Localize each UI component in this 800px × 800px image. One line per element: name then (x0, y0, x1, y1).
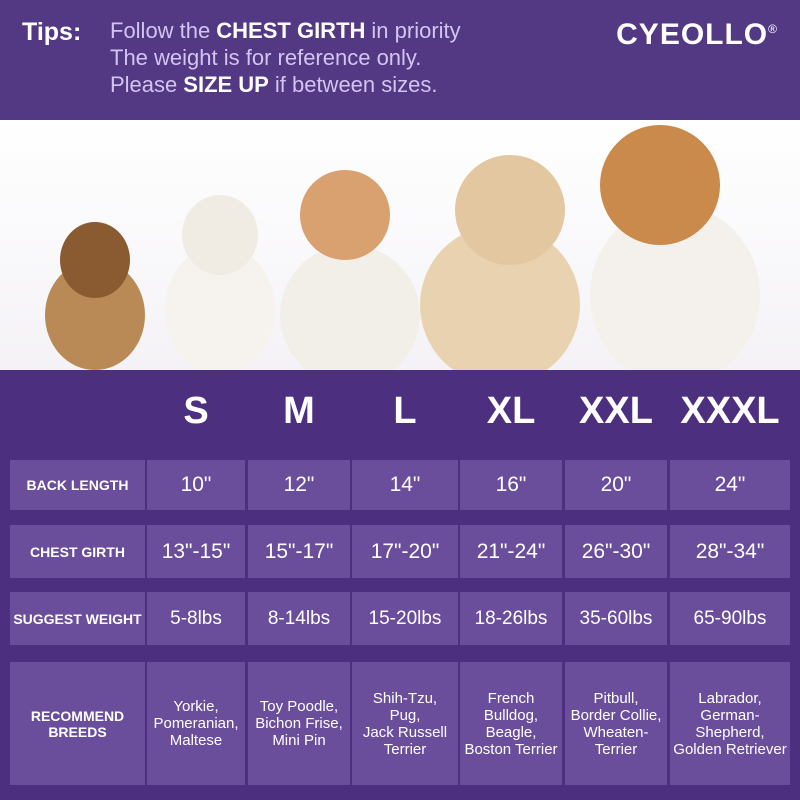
tip-text: if between sizes. (274, 72, 438, 97)
cell-line: Wheaten- (583, 723, 649, 741)
cell-line: Bichon Frise, (255, 715, 343, 732)
table-cell: 65-90lbs (670, 592, 790, 645)
cell-line: Golden Retriever (673, 740, 787, 758)
cell-line: 35-60lbs (579, 607, 653, 629)
row-label-line: SUGGEST WEIGHT (13, 610, 142, 627)
dogs-illustration (45, 125, 760, 385)
table-cell: 5-8lbs (147, 592, 245, 645)
table-cell: Shih-Tzu, Pug, Jack Russell Terrier (352, 662, 458, 785)
tip-line: The weight is for reference only. (110, 45, 427, 71)
table-cell: 15"-17" (248, 525, 350, 578)
table-cell: 18-26lbs (460, 592, 562, 645)
tip-text: The weight is for reference only. (110, 45, 422, 70)
cell-line: Jack Russell (362, 723, 448, 741)
cell-line: Pug, (389, 706, 421, 724)
cell-line: 18-26lbs (474, 607, 548, 629)
tip-text: Follow the (110, 18, 211, 43)
tip-text: Please (110, 72, 178, 97)
row-label-line: BACK LENGTH (26, 477, 129, 493)
cell-line: 24" (714, 473, 746, 496)
cell-line: Terrier (383, 740, 427, 758)
row-label-line: RECOMMEND (30, 707, 125, 724)
cell-line: Pomeranian, (153, 715, 239, 732)
tip-line: Please SIZE UP if between sizes. (110, 72, 444, 98)
cell-line: 20" (600, 473, 632, 496)
table-cell: 16" (460, 460, 562, 510)
table-cell: French Bulldog, Beagle, Boston Terrier (460, 662, 562, 785)
tips-label: Tips: (22, 18, 82, 46)
header-band (0, 0, 800, 120)
row-label-line: BREEDS (48, 723, 107, 740)
cell-line: Border Collie, (570, 706, 662, 724)
cell-line: Yorkie, (173, 698, 219, 715)
cell-line: 13"-15" (161, 539, 231, 563)
cell-line: 8-14lbs (267, 607, 331, 629)
row-label-line: CHEST GIRTH (30, 543, 125, 560)
table-cell: 12" (248, 460, 350, 510)
table-cell: 21"-24" (460, 525, 562, 578)
tip-text: in priority (371, 18, 461, 43)
size-header: XXXL (680, 390, 780, 432)
cell-line: 14" (389, 473, 421, 496)
size-header: M (283, 390, 315, 432)
cell-line: 17"-20" (370, 539, 440, 563)
cell-line: Pitbull, (593, 689, 639, 707)
tip-text: CHEST GIRTH (216, 18, 366, 43)
cell-line: Mini Pin (272, 732, 326, 749)
brand: CYEOLLO® (616, 18, 778, 52)
table-cell: Toy Poodle, Bichon Frise, Mini Pin (248, 662, 350, 785)
table-cell: 20" (565, 460, 667, 510)
table-cell: 15-20lbs (352, 592, 458, 645)
row-label: CHEST GIRTH (10, 525, 145, 578)
cell-line: Labrador, (698, 689, 762, 707)
dog-photo (0, 120, 800, 385)
cell-line: French Bulldog, (483, 689, 539, 724)
cell-line: Toy Poodle, (259, 698, 339, 715)
row-label: BACK LENGTH (10, 460, 145, 510)
cell-line: Maltese (169, 732, 223, 749)
brand-mark: ® (768, 22, 778, 36)
cell-line: 15-20lbs (368, 607, 442, 629)
tip-text: SIZE UP (183, 72, 269, 97)
cell-line: 28"-34" (695, 539, 765, 563)
table-cell: Yorkie, Pomeranian, Maltese (147, 662, 245, 785)
row-label: SUGGEST WEIGHT (10, 592, 145, 645)
cell-line: 15"-17" (264, 539, 334, 563)
cell-line: Beagle, (485, 723, 537, 741)
cell-line: 16" (495, 473, 527, 496)
table-cell: 10" (147, 460, 245, 510)
cell-line: Shepherd, (695, 723, 765, 741)
cell-line: Boston Terrier (464, 740, 558, 758)
size-header: L (393, 390, 417, 432)
cell-line: 10" (180, 473, 212, 496)
cell-line: Shih-Tzu, (372, 689, 438, 707)
table-cell: 24" (670, 460, 790, 510)
table-cell: 17"-20" (352, 525, 458, 578)
cell-line: 65-90lbs (693, 607, 767, 629)
cell-line: 26"-30" (581, 539, 651, 563)
size-header: XXL (579, 390, 653, 432)
table-cell: Labrador, German- Shepherd, Golden Retrieve… (670, 662, 790, 785)
cell-line: 21"-24" (476, 539, 546, 563)
size-header: XL (486, 390, 536, 432)
table-cell: 13"-15" (147, 525, 245, 578)
table-cell: 35-60lbs (565, 592, 667, 645)
table-cell: Pitbull, Border Collie, Wheaten- Terrier (565, 662, 667, 785)
table-cell: 14" (352, 460, 458, 510)
table-cell: 28"-34" (670, 525, 790, 578)
cell-line: Terrier (594, 740, 638, 758)
cell-line: 12" (283, 473, 315, 496)
table-cell: 26"-30" (565, 525, 667, 578)
tip-line: Follow the CHEST GIRTH in priority (110, 18, 467, 44)
size-header: S (183, 390, 209, 432)
cell-line: German- (700, 706, 760, 724)
brand-name: CYEOLLO (616, 18, 769, 51)
table-cell: 8-14lbs (248, 592, 350, 645)
row-label: RECOMMEND BREEDS (10, 662, 145, 785)
cell-line: 5-8lbs (170, 607, 222, 629)
